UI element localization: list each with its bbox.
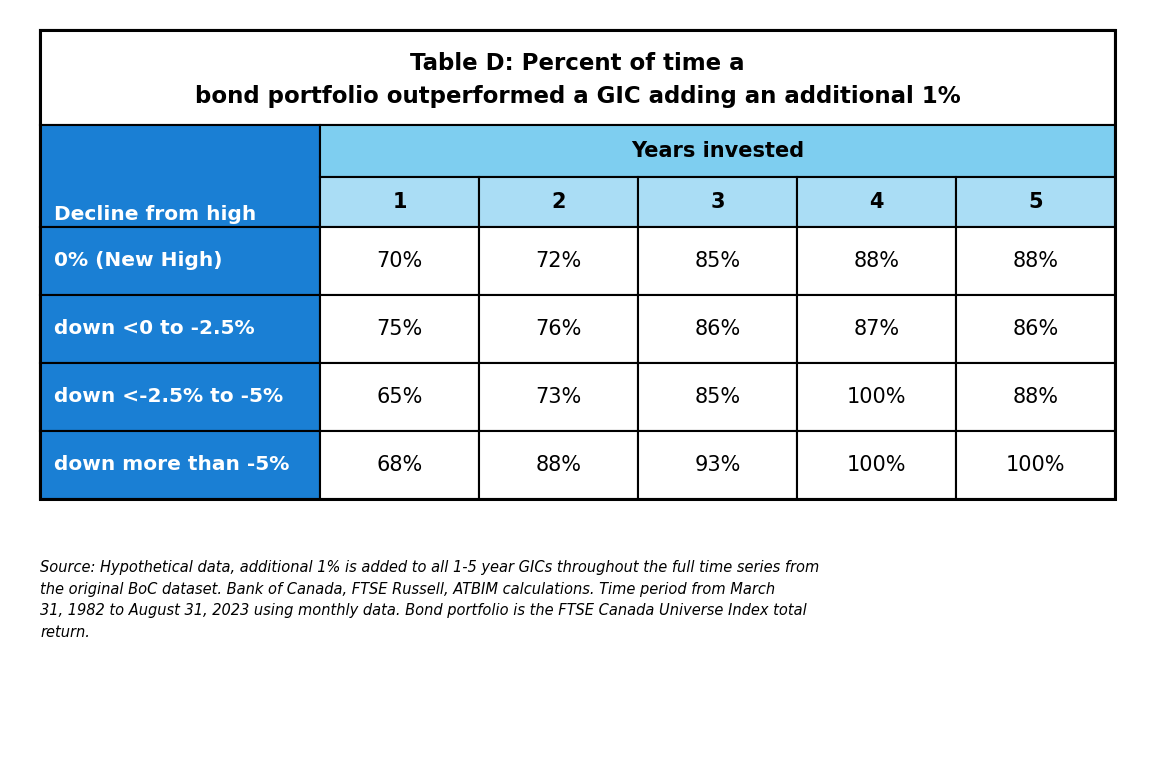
Text: 85%: 85%: [694, 387, 740, 407]
Text: 88%: 88%: [536, 455, 581, 475]
Polygon shape: [638, 431, 797, 499]
Polygon shape: [320, 431, 479, 499]
Text: 68%: 68%: [377, 455, 423, 475]
Text: 3: 3: [710, 192, 724, 212]
Text: down <0 to -2.5%: down <0 to -2.5%: [54, 320, 254, 339]
Polygon shape: [956, 227, 1115, 295]
Polygon shape: [320, 295, 479, 363]
Text: Decline from high: Decline from high: [54, 206, 256, 225]
Text: down <-2.5% to -5%: down <-2.5% to -5%: [54, 387, 283, 407]
Text: 4: 4: [870, 192, 884, 212]
Polygon shape: [638, 295, 797, 363]
Polygon shape: [797, 295, 956, 363]
Polygon shape: [320, 227, 479, 295]
Polygon shape: [40, 363, 320, 431]
Polygon shape: [320, 177, 479, 227]
Text: 88%: 88%: [1013, 251, 1058, 271]
Text: 65%: 65%: [377, 387, 423, 407]
Text: 75%: 75%: [377, 319, 423, 339]
Text: down more than -5%: down more than -5%: [54, 456, 290, 474]
Text: 100%: 100%: [847, 387, 907, 407]
Polygon shape: [479, 177, 638, 227]
Polygon shape: [40, 431, 320, 499]
Text: 70%: 70%: [377, 251, 423, 271]
Polygon shape: [956, 295, 1115, 363]
Polygon shape: [320, 125, 1115, 177]
Polygon shape: [797, 227, 956, 295]
Polygon shape: [797, 177, 956, 227]
Text: 86%: 86%: [694, 319, 740, 339]
Polygon shape: [956, 431, 1115, 499]
Polygon shape: [479, 431, 638, 499]
Polygon shape: [40, 295, 320, 363]
Text: 87%: 87%: [854, 319, 900, 339]
Text: 88%: 88%: [854, 251, 900, 271]
Text: 5: 5: [1028, 192, 1043, 212]
Text: 76%: 76%: [535, 319, 582, 339]
Text: 88%: 88%: [1013, 387, 1058, 407]
Text: 85%: 85%: [694, 251, 740, 271]
Polygon shape: [797, 363, 956, 431]
Polygon shape: [638, 227, 797, 295]
Polygon shape: [479, 227, 638, 295]
Polygon shape: [40, 30, 1115, 125]
Polygon shape: [479, 363, 638, 431]
Polygon shape: [479, 295, 638, 363]
Text: Source: Hypothetical data, additional 1% is added to all 1-5 year GICs throughou: Source: Hypothetical data, additional 1%…: [40, 560, 819, 640]
Polygon shape: [40, 227, 320, 295]
Polygon shape: [956, 363, 1115, 431]
Text: 100%: 100%: [1006, 455, 1065, 475]
Text: 1: 1: [393, 192, 407, 212]
Text: bond portfolio outperformed a GIC adding an additional 1%: bond portfolio outperformed a GIC adding…: [195, 85, 960, 108]
Polygon shape: [638, 177, 797, 227]
Text: 93%: 93%: [694, 455, 740, 475]
Text: 73%: 73%: [536, 387, 582, 407]
Text: 0% (New High): 0% (New High): [54, 252, 223, 270]
Polygon shape: [320, 363, 479, 431]
Text: 72%: 72%: [536, 251, 582, 271]
Polygon shape: [956, 177, 1115, 227]
Polygon shape: [797, 431, 956, 499]
Text: 100%: 100%: [847, 455, 907, 475]
Text: 86%: 86%: [1013, 319, 1059, 339]
Text: Table D: Percent of time a: Table D: Percent of time a: [410, 52, 745, 75]
Text: 2: 2: [551, 192, 566, 212]
Polygon shape: [40, 125, 320, 227]
Polygon shape: [638, 363, 797, 431]
Text: Years invested: Years invested: [631, 141, 804, 161]
